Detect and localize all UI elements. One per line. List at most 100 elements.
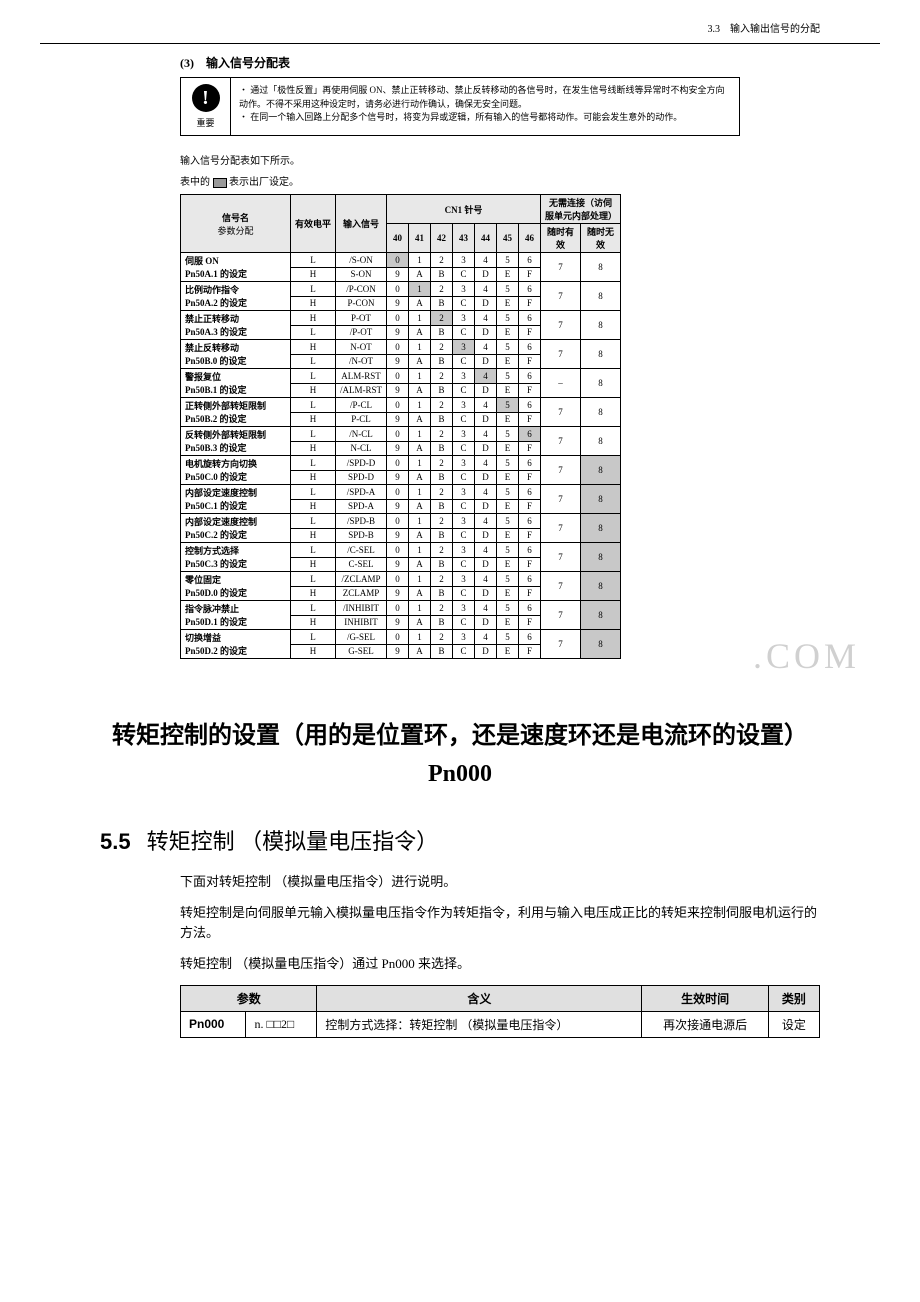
invalid-cell: 8 xyxy=(581,369,621,398)
pin-cell: 4 xyxy=(475,427,497,442)
legend-prefix: 表中的 xyxy=(180,177,210,188)
invalid-cell: 8 xyxy=(581,311,621,340)
signal-cell: SPD-D xyxy=(336,470,387,485)
pin-cell: 3 xyxy=(453,485,475,500)
hdr-always-valid: 随时有效 xyxy=(541,224,581,253)
hdr-pin-41: 41 xyxy=(409,224,431,253)
level-cell: L xyxy=(291,456,336,471)
pin-cell: E xyxy=(497,586,519,601)
parameter-table: 参数 含义 生效时间 类别 Pn000 n. □□2□ 控制方式选择：转矩控制 … xyxy=(180,985,820,1038)
hdr-pin-43: 43 xyxy=(453,224,475,253)
hdr-input-signal: 输入信号 xyxy=(336,195,387,253)
pin-cell: 1 xyxy=(409,340,431,355)
pt-hdr-param: 参数 xyxy=(181,985,317,1011)
row-label: 禁止反转移动Pn50B.0 的设定 xyxy=(181,340,291,369)
pin-cell: 4 xyxy=(475,253,497,268)
notice-line-2: ・ 在同一个输入回路上分配多个信号时，将变为异或逻辑，所有输入的信号都将动作。可… xyxy=(239,111,731,125)
pin-cell: 3 xyxy=(453,398,475,413)
pin-cell: 5 xyxy=(497,282,519,297)
pin-cell: 6 xyxy=(519,369,541,384)
pin-cell: 6 xyxy=(519,340,541,355)
valid-cell: 7 xyxy=(541,456,581,485)
exclamation-icon: ! xyxy=(192,84,220,112)
signal-cell: ALM-RST xyxy=(336,369,387,384)
pin-cell: 4 xyxy=(475,630,497,645)
pin-cell: 4 xyxy=(475,514,497,529)
pin-cell: 5 xyxy=(497,253,519,268)
signal-cell: /P-CL xyxy=(336,398,387,413)
pin-cell: 5 xyxy=(497,572,519,587)
invalid-cell: 8 xyxy=(581,456,621,485)
row-label: 比例动作指令Pn50A.2 的设定 xyxy=(181,282,291,311)
pin-cell: B xyxy=(431,557,453,572)
pin-cell: 9 xyxy=(387,296,409,311)
signal-cell: /N-CL xyxy=(336,427,387,442)
pin-cell: B xyxy=(431,383,453,398)
hdr-pin-group: CN1 针号 xyxy=(387,195,541,224)
level-cell: H xyxy=(291,340,336,355)
signal-cell: /ZCLAMP xyxy=(336,572,387,587)
invalid-cell: 8 xyxy=(581,253,621,282)
pin-cell: 1 xyxy=(409,485,431,500)
signal-cell: INHIBIT xyxy=(336,615,387,630)
level-cell: L xyxy=(291,427,336,442)
pin-cell: B xyxy=(431,441,453,456)
pin-cell: 2 xyxy=(431,630,453,645)
pin-cell: C xyxy=(453,325,475,340)
pin-cell: E xyxy=(497,267,519,282)
pin-cell: 9 xyxy=(387,383,409,398)
valid-cell: 7 xyxy=(541,630,581,659)
pin-cell: 1 xyxy=(409,514,431,529)
pin-cell: F xyxy=(519,441,541,456)
pin-cell: C xyxy=(453,412,475,427)
level-cell: L xyxy=(291,282,336,297)
row-label: 切换增益Pn50D.2 的设定 xyxy=(181,630,291,659)
pin-cell: 2 xyxy=(431,514,453,529)
pin-cell: B xyxy=(431,267,453,282)
pin-cell: D xyxy=(475,615,497,630)
pin-cell: 3 xyxy=(453,369,475,384)
pin-cell: 4 xyxy=(475,543,497,558)
level-cell: L xyxy=(291,601,336,616)
pin-cell: 9 xyxy=(387,354,409,369)
pin-cell: C xyxy=(453,296,475,311)
level-cell: L xyxy=(291,543,336,558)
pin-cell: 1 xyxy=(409,398,431,413)
pin-cell: 5 xyxy=(497,369,519,384)
pin-cell: D xyxy=(475,412,497,427)
pt-timing: 再次接通电源后 xyxy=(642,1011,768,1037)
pin-cell: 2 xyxy=(431,340,453,355)
pin-cell: 4 xyxy=(475,311,497,326)
pin-cell: 9 xyxy=(387,644,409,659)
pin-cell: D xyxy=(475,557,497,572)
pin-cell: C xyxy=(453,586,475,601)
level-cell: L xyxy=(291,253,336,268)
signal-cell: /N-OT xyxy=(336,354,387,369)
level-cell: H xyxy=(291,557,336,572)
pin-cell: 5 xyxy=(497,340,519,355)
pin-cell: F xyxy=(519,296,541,311)
pin-cell: A xyxy=(409,470,431,485)
pin-cell: D xyxy=(475,470,497,485)
pin-cell: A xyxy=(409,412,431,427)
invalid-cell: 8 xyxy=(581,572,621,601)
level-cell: L xyxy=(291,369,336,384)
pin-cell: 5 xyxy=(497,543,519,558)
pin-cell: 6 xyxy=(519,282,541,297)
pin-cell: A xyxy=(409,325,431,340)
signal-cell: /SPD-B xyxy=(336,514,387,529)
hdr-pin-40: 40 xyxy=(387,224,409,253)
row-label: 内部设定速度控制Pn50C.2 的设定 xyxy=(181,514,291,543)
signal-cell: /P-OT xyxy=(336,325,387,340)
pin-cell: A xyxy=(409,383,431,398)
pin-cell: 0 xyxy=(387,572,409,587)
notice-line-1: ・ 通过「极性反置」再使用伺服 ON、禁止正转移动、禁止反转移动的各信号时，在发… xyxy=(239,84,731,111)
invalid-cell: 8 xyxy=(581,630,621,659)
pin-cell: B xyxy=(431,586,453,601)
level-cell: L xyxy=(291,485,336,500)
level-cell: H xyxy=(291,615,336,630)
pt-hdr-meaning: 含义 xyxy=(317,985,642,1011)
pin-cell: E xyxy=(497,296,519,311)
table-note-1: 输入信号分配表如下所示。 xyxy=(180,152,880,167)
hdr-pin-45: 45 xyxy=(497,224,519,253)
